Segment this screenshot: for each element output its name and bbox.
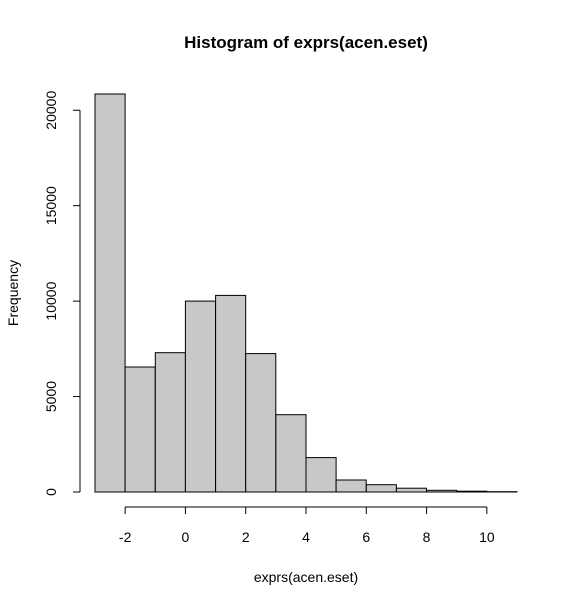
histogram-bar-9 [365, 484, 397, 493]
histogram-bar-4 [215, 294, 247, 493]
histogram-bar-5 [245, 353, 277, 493]
y-tick-label: 0 [43, 488, 59, 496]
histogram-bar-6 [275, 414, 307, 493]
x-tick-label: 2 [242, 529, 250, 545]
x-axis-label: exprs(acen.eset) [254, 569, 358, 585]
y-tick-label: 5000 [43, 381, 59, 412]
x-tick-label: 4 [302, 529, 310, 545]
x-tick-label: 8 [423, 529, 431, 545]
histogram-bar-12 [456, 490, 488, 493]
y-tick-label: 10000 [43, 281, 59, 320]
chart-title: Histogram of exprs(acen.eset) [184, 33, 428, 52]
histogram-bar-2 [154, 352, 186, 493]
x-tick-label: 6 [362, 529, 370, 545]
histogram-bar-8 [335, 479, 367, 493]
histogram-bar-7 [305, 457, 337, 493]
histogram-bar-1 [124, 366, 156, 493]
x-tick-label: -2 [119, 529, 132, 545]
histogram-bar-3 [184, 300, 216, 493]
y-tick-label: 20000 [43, 91, 59, 130]
histogram-bar-0 [94, 93, 126, 493]
y-axis: 0 5000 10000 15000 20000 [43, 91, 81, 496]
x-tick-label: 10 [479, 529, 495, 545]
bars-group [94, 93, 518, 493]
y-tick-label: 15000 [43, 186, 59, 225]
y-axis-label: Frequency [5, 260, 21, 326]
histogram-bar-10 [395, 487, 427, 493]
histogram-bar-11 [426, 489, 458, 493]
x-tick-label: 0 [182, 529, 190, 545]
x-axis: -2 0 2 4 6 8 10 [119, 506, 495, 545]
